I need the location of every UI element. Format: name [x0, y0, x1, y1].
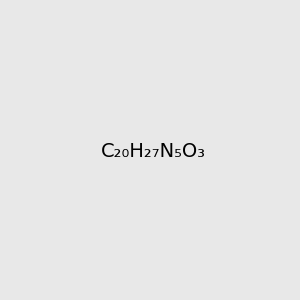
- Text: C₂₀H₂₇N₅O₃: C₂₀H₂₇N₅O₃: [101, 142, 206, 161]
